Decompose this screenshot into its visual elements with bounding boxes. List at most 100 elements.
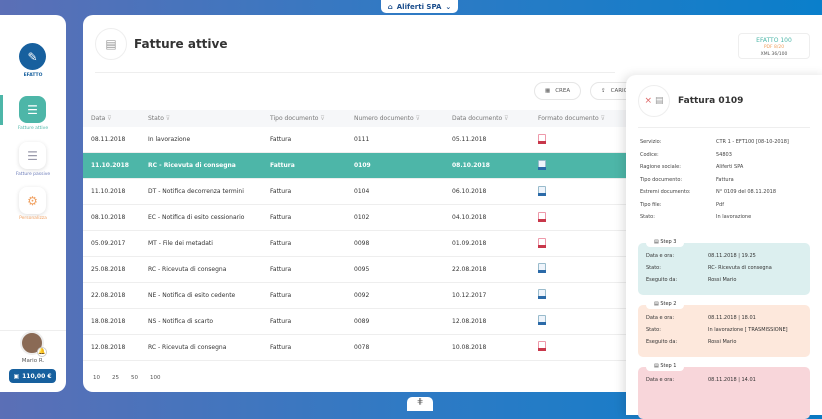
pdf-file-icon[interactable]	[538, 211, 546, 222]
step-field-label: Data e ora:	[646, 377, 675, 383]
column-header[interactable]: Tipo documento ⊽	[262, 110, 346, 127]
close-icon[interactable]: ×	[644, 96, 653, 106]
sidebar-item-personalizza[interactable]: ⚙	[19, 187, 46, 214]
table-row[interactable]: 05.09.2017 MT - File dei metadati Fattura 0…	[83, 230, 628, 257]
xml-file-icon[interactable]	[538, 263, 546, 274]
main-card: ▤ Fatture attive EFATTO 100 PDF 8/20 XML…	[83, 15, 822, 392]
cell-tipo: Fattura	[262, 152, 346, 180]
building-icon: ⌂	[387, 2, 393, 11]
active-indicator	[0, 95, 3, 125]
table-row[interactable]: 18.08.2018 NS - Notifica di scarto Fattura…	[83, 308, 628, 335]
step-field-label: Eseguito da:	[646, 277, 678, 283]
cell-data: 12.08.2018	[83, 334, 140, 361]
cell-numero: 0109	[346, 152, 444, 180]
badge-line: XML 36/100	[760, 52, 788, 57]
cell-data: 25.08.2018	[83, 256, 140, 283]
user-name: Mario R.	[21, 358, 45, 364]
document-icon: ▤	[95, 28, 127, 60]
cell-tipo: Fattura	[262, 308, 346, 335]
cell-tipo: Fattura	[262, 204, 346, 232]
column-header[interactable]: Data documento ⊽	[444, 110, 530, 127]
step-field-label: Data e ora:	[646, 253, 675, 259]
column-header[interactable]: Data ⊽	[83, 110, 140, 127]
cell-data: 22.08.2018	[83, 282, 140, 309]
wallet-balance-button[interactable]: ▣ 110,00 €	[9, 369, 56, 383]
table-row[interactable]: 25.08.2018 RC - Ricevuta di consegna Fattu…	[83, 256, 628, 283]
badge-line: EFATTO 100	[756, 37, 792, 44]
step-field-value: 08.11.2018 | 14.01	[708, 377, 756, 383]
pdf-file-icon[interactable]	[538, 237, 546, 248]
page-size-option[interactable]: 25	[112, 375, 119, 381]
cell-data: 11.10.2018	[83, 178, 140, 206]
xml-file-icon[interactable]	[538, 185, 546, 196]
field-label: Stato:	[640, 214, 655, 220]
table-row[interactable]: 12.08.2018 RC - Ricevuta di consegna Fattu…	[83, 334, 628, 361]
filter-icon[interactable]: ⊽	[107, 115, 112, 122]
cell-data: 18.08.2018	[83, 308, 140, 335]
step-label: Step 2	[660, 301, 677, 307]
cell-numero: 0098	[346, 230, 444, 257]
filter-icon[interactable]: ⊽	[504, 115, 509, 122]
filter-icon[interactable]: ⊽	[600, 115, 605, 122]
column-label: Data	[91, 115, 106, 122]
column-header[interactable]: Stato ⊽	[140, 110, 262, 127]
step-tag: ▤ Step 2	[646, 299, 685, 309]
step-card: ▤ Step 3 Data e ora: 08.11.2018 | 19.25 Sta…	[638, 237, 810, 295]
field-label: Tipo documento:	[640, 176, 683, 183]
pdf-file-icon[interactable]	[538, 133, 546, 144]
field-label: Estremi documento:	[640, 189, 691, 195]
xml-file-icon[interactable]	[538, 159, 546, 170]
divider	[0, 330, 66, 331]
xml-file-icon[interactable]	[538, 289, 546, 300]
step-card: ▤ Step 1 Data e ora: 08.11.2018 | 14.01	[638, 361, 810, 419]
detail-title: Fattura 0109	[678, 96, 744, 106]
company-selector[interactable]: ⌂ Aliferti SPA ⌄	[381, 0, 458, 13]
field-value: In lavorazione	[716, 214, 752, 220]
efatto-logo-icon[interactable]: ✎	[19, 43, 46, 70]
step-field-label: Stato:	[646, 327, 661, 333]
sidebar-item-fatture-attive[interactable]: ☰	[19, 96, 46, 123]
create-button[interactable]: ▦ CREA	[534, 82, 582, 100]
filter-icon[interactable]: ⊽	[415, 115, 421, 122]
step-row: Eseguito da: Rossi Mario	[646, 339, 736, 345]
step-label: Step 1	[660, 363, 677, 369]
filter-icon[interactable]: ⊽	[165, 115, 171, 122]
table-row[interactable]: 08.11.2018 In lavorazione Fattura 0111 05.11…	[83, 127, 628, 154]
column-header[interactable]: Numero documento ⊽	[346, 110, 444, 127]
cell-stato: RC - Ricevuta di consegna	[140, 256, 262, 283]
grid-menu-button[interactable]: ⋕	[407, 397, 433, 411]
page-size-option[interactable]: 50	[131, 375, 138, 381]
step-field-value: RC- Ricevuta di consegna	[708, 265, 772, 271]
cell-tipo: Fattura	[262, 230, 346, 257]
detail-field: Tipo documento: Fattura	[640, 177, 734, 183]
page-size-option[interactable]: 10	[93, 375, 100, 381]
cell-stato: In lavorazione	[140, 127, 262, 154]
step-row: Data e ora: 08.11.2018 | 18.01	[646, 315, 756, 321]
filter-icon[interactable]: ⊽	[320, 115, 325, 122]
column-header[interactable]: Formato documento ⊽	[530, 110, 628, 127]
step-label: Step 3	[660, 239, 677, 245]
cell-stato: DT - Notifica decorrenza termini	[140, 178, 262, 206]
pdf-file-icon[interactable]	[538, 341, 546, 352]
sidebar-item-fatture-passive[interactable]: ☰	[19, 142, 46, 169]
step-field-value: Rossi Mario	[708, 277, 737, 283]
cell-formato	[530, 256, 628, 283]
cell-data_doc: 05.11.2018	[444, 127, 530, 154]
step-field-value: In lavorazione [ TRASMISSIONE]	[708, 327, 788, 333]
step-row: Eseguito da: Rossi Mario	[646, 277, 736, 283]
sidebar-label: Fatture passive	[15, 172, 51, 177]
table-row[interactable]: 11.10.2018 RC - Ricevuta di consegna Fattu…	[83, 152, 628, 180]
table-row[interactable]: 08.10.2018 EC - Notifica di esito cession…	[83, 204, 628, 232]
page-size-option[interactable]: 100	[150, 375, 161, 381]
field-value: N° 0109 del 08.11.2018	[716, 189, 776, 195]
cell-data_doc: 10.08.2018	[444, 334, 530, 361]
column-label: Data documento	[452, 115, 503, 122]
xml-file-icon[interactable]	[538, 315, 546, 326]
bell-icon[interactable]: 🔔	[37, 347, 47, 357]
cell-formato	[530, 282, 628, 309]
table-row[interactable]: 22.08.2018 NE - Notifica di esito cedente…	[83, 282, 628, 309]
cell-data_doc: 22.08.2018	[444, 256, 530, 283]
field-label: Codice:	[640, 151, 659, 158]
table-row[interactable]: 11.10.2018 DT - Notifica decorrenza termi…	[83, 178, 628, 206]
detail-field: Codice: 54803	[640, 152, 732, 158]
